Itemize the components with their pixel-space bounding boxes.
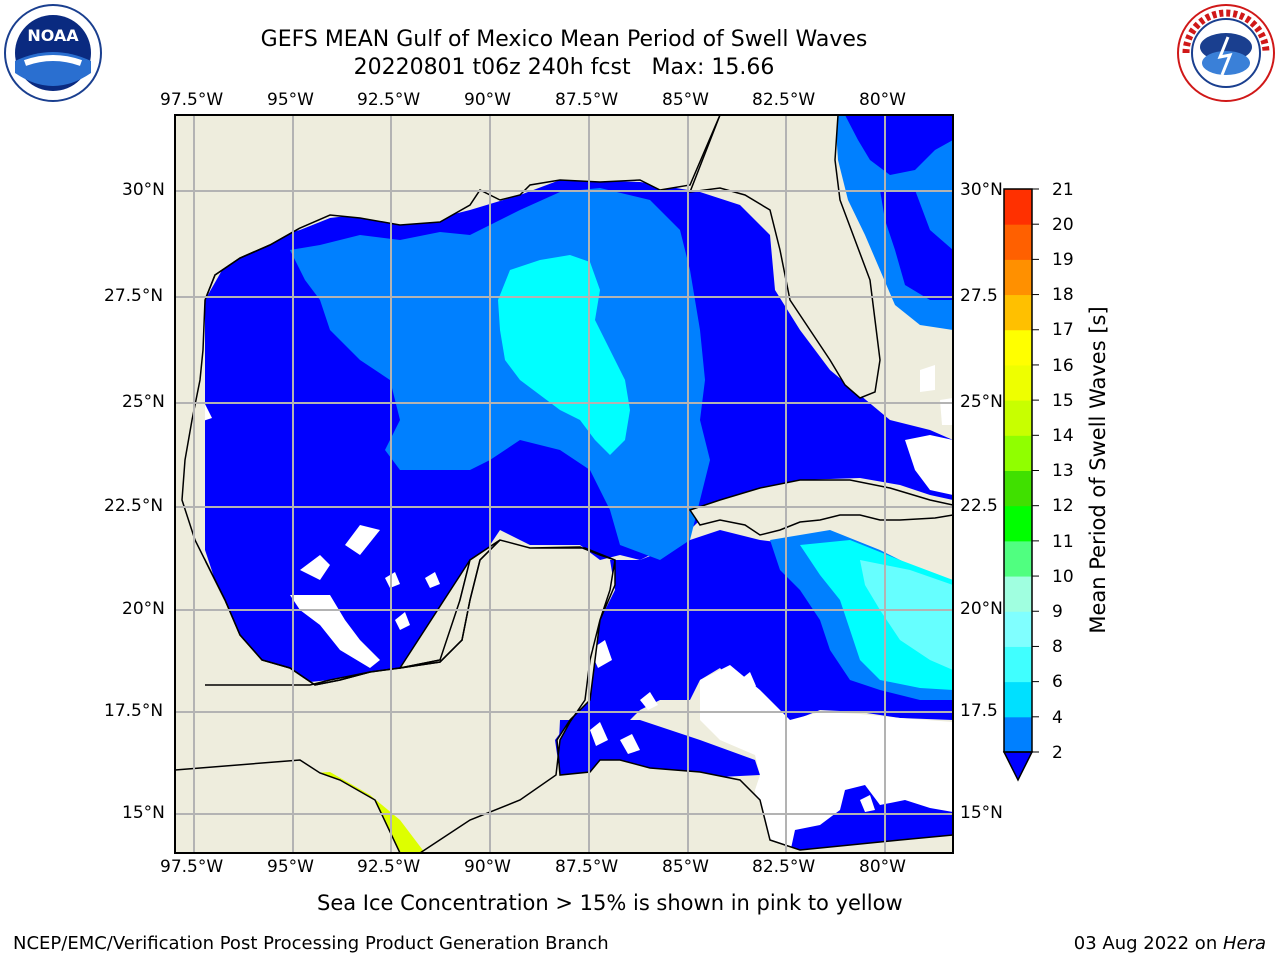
colorbar-tick-label: 15: [1052, 391, 1074, 411]
lat-label-left: 27.5°N: [104, 286, 164, 306]
lat-label-right: 22.5: [960, 496, 998, 516]
lon-label-top: 95°W: [267, 90, 314, 110]
lon-label-top: 82.5°W: [752, 90, 816, 110]
colorbar-tick-label: 6: [1052, 672, 1063, 692]
colorbar-tick-label: 17: [1052, 320, 1074, 340]
noaa-logo-icon: NOAA: [4, 4, 102, 102]
colorbar-segment: [1004, 681, 1032, 718]
colorbar: [1002, 188, 1039, 782]
colorbar-segment: [1004, 611, 1032, 647]
lat-label-right: 30°N: [960, 180, 1003, 200]
colorbar-tick-label: 9: [1052, 602, 1063, 622]
colorbar-segment: [1004, 364, 1032, 401]
footer-host: Hera: [1222, 933, 1266, 954]
colorbar-tick-label: 12: [1052, 496, 1074, 516]
lat-label-left: 25°N: [122, 392, 165, 412]
colorbar-segment: [1004, 435, 1032, 471]
lat-label-left: 17.5°N: [104, 701, 164, 721]
lat-label-right: 17.5: [960, 701, 998, 721]
lon-label-bottom: 90°W: [464, 857, 511, 877]
lat-label-right: 20°N: [960, 599, 1003, 619]
lon-label-bottom: 85°W: [662, 857, 709, 877]
colorbar-segment: [1004, 400, 1032, 436]
colorbar-segment: [1004, 294, 1032, 331]
lon-label-top: 85°W: [662, 90, 709, 110]
colorbar-segment: [1004, 224, 1032, 260]
lon-label-top: 80°W: [859, 90, 906, 110]
nws-logo-icon: [1177, 4, 1275, 102]
lon-label-bottom: 82.5°W: [752, 857, 816, 877]
footer-credit: NCEP/EMC/Verification Post Processing Pr…: [13, 933, 609, 954]
lat-label-left: 30°N: [122, 180, 165, 200]
colorbar-segment: [1004, 259, 1032, 296]
colorbar-tick-label: 20: [1052, 215, 1074, 235]
sea-ice-note: Sea Ice Concentration > 15% is shown in …: [317, 891, 903, 915]
gulf-cyan-core: [498, 255, 630, 455]
gulf-ocean-mid: [290, 188, 710, 560]
colorbar-tick-label: 10: [1052, 567, 1074, 587]
colorbar-tick-label: 4: [1052, 708, 1063, 728]
colorbar-tick-label: 11: [1052, 532, 1074, 552]
lon-label-bottom: 95°W: [267, 857, 314, 877]
map-title-line2: 20220801 t06z 240h fcst Max: 15.66: [353, 55, 775, 80]
map-frame: [174, 114, 954, 854]
colorbar-label: Mean Period of Swell Waves [s]: [1086, 306, 1110, 634]
colorbar-segment: [1004, 646, 1032, 683]
lon-label-bottom: 97.5°W: [160, 857, 224, 877]
colorbar-segment: [1004, 329, 1032, 366]
lat-label-right: 15°N: [960, 803, 1003, 823]
lon-label-top: 92.5°W: [357, 90, 421, 110]
lat-label-right: 25°N: [960, 392, 1003, 412]
colorbar-tick-label: 14: [1052, 426, 1074, 446]
footer-date-text: 03 Aug 2022 on: [1073, 933, 1223, 954]
colorbar-tick-label: 13: [1052, 461, 1074, 481]
footer-date: 03 Aug 2022 on Hera: [1074, 933, 1266, 954]
colorbar-segment: [1004, 716, 1032, 753]
colorbar-tick-label: 21: [1052, 180, 1074, 200]
lat-label-left: 15°N: [122, 803, 165, 823]
lon-label-top: 90°W: [464, 90, 511, 110]
colorbar-segment: [1004, 540, 1032, 577]
colorbar-segment: [1004, 189, 1032, 225]
yucatan-peninsula: [175, 539, 953, 853]
lon-label-top: 97.5°W: [160, 90, 224, 110]
colorbar-tick-label: 19: [1052, 250, 1074, 270]
noaa-logo-text: NOAA: [27, 26, 79, 45]
colorbar-segment: [1004, 470, 1032, 507]
lat-label-left: 22.5°N: [104, 496, 164, 516]
lon-label-top: 87.5°W: [555, 90, 619, 110]
colorbar-tick-label: 18: [1052, 285, 1074, 305]
colorbar-extend-triangle: [1002, 751, 1034, 782]
colorbar-tick-label: 2: [1052, 743, 1063, 763]
lon-label-bottom: 92.5°W: [357, 857, 421, 877]
colorbar-segment: [1004, 576, 1032, 612]
colorbar-segment: [1004, 505, 1032, 542]
lat-label-right: 27.5: [960, 286, 998, 306]
colorbar-tick-label: 16: [1052, 356, 1074, 376]
map-gridlines: [175, 115, 953, 853]
colorbar-tick-label: 8: [1052, 637, 1063, 657]
lon-label-bottom: 87.5°W: [555, 857, 619, 877]
lat-label-left: 20°N: [122, 599, 165, 619]
map-title-line1: GEFS MEAN Gulf of Mexico Mean Period of …: [260, 27, 868, 52]
lon-label-bottom: 80°W: [859, 857, 906, 877]
caribbean-light-cyan: [860, 560, 953, 670]
